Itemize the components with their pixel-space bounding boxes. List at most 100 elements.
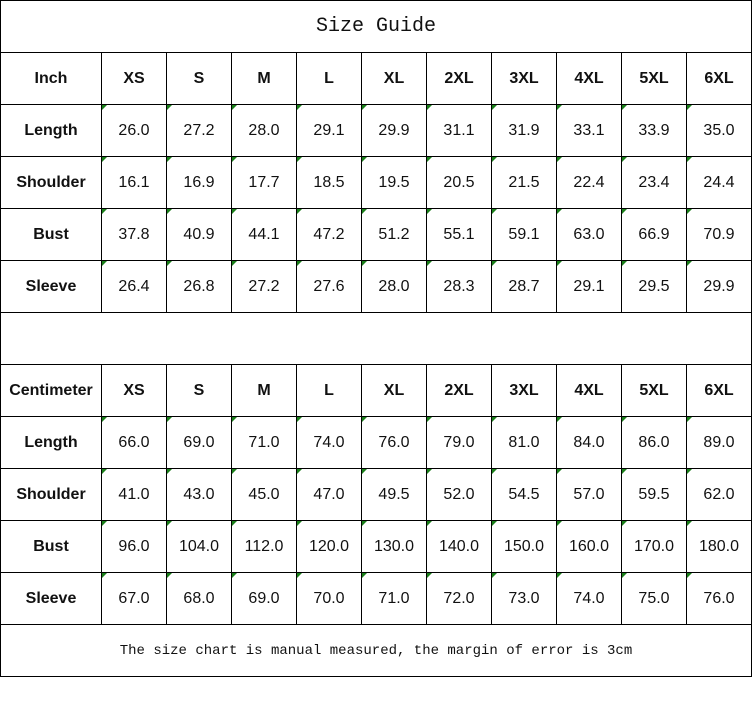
size-header-6xl: 6XL xyxy=(686,52,752,105)
measurement-value: 120.0 xyxy=(296,520,362,573)
measurement-value: 112.0 xyxy=(231,520,297,573)
measurement-value: 70.9 xyxy=(686,208,752,261)
size-header-5xl: 5XL xyxy=(621,364,687,417)
measurement-value: 29.1 xyxy=(556,260,622,313)
measurement-value: 71.0 xyxy=(361,572,427,625)
measurement-value: 68.0 xyxy=(166,572,232,625)
measurement-value: 74.0 xyxy=(296,416,362,469)
measurement-value: 26.0 xyxy=(101,104,167,157)
measurement-value: 43.0 xyxy=(166,468,232,521)
measurement-value: 104.0 xyxy=(166,520,232,573)
measurement-label-sleeve: Sleeve xyxy=(0,260,102,313)
measurement-value: 29.9 xyxy=(686,260,752,313)
size-header-l: L xyxy=(296,364,362,417)
measurement-value: 69.0 xyxy=(166,416,232,469)
measurement-value: 86.0 xyxy=(621,416,687,469)
size-header-l: L xyxy=(296,52,362,105)
size-header-m: M xyxy=(231,52,297,105)
measurement-value: 27.2 xyxy=(166,104,232,157)
measurement-value: 23.4 xyxy=(621,156,687,209)
measurement-value: 79.0 xyxy=(426,416,492,469)
size-header-4xl: 4XL xyxy=(556,364,622,417)
measurement-value: 63.0 xyxy=(556,208,622,261)
size-header-xl: XL xyxy=(361,52,427,105)
spacer-row xyxy=(0,312,752,365)
cm-unit-label: Centimeter xyxy=(0,364,102,417)
size-header-3xl: 3XL xyxy=(491,52,557,105)
measurement-label-length: Length xyxy=(0,104,102,157)
measurement-value: 150.0 xyxy=(491,520,557,573)
measurement-value: 16.1 xyxy=(101,156,167,209)
measurement-value: 35.0 xyxy=(686,104,752,157)
measurement-value: 74.0 xyxy=(556,572,622,625)
measurement-value: 20.5 xyxy=(426,156,492,209)
measurement-value: 47.2 xyxy=(296,208,362,261)
measurement-value: 26.8 xyxy=(166,260,232,313)
measurement-value: 28.0 xyxy=(361,260,427,313)
size-header-xs: XS xyxy=(101,364,167,417)
measurement-value: 73.0 xyxy=(491,572,557,625)
size-header-5xl: 5XL xyxy=(621,52,687,105)
measurement-label-shoulder: Shoulder xyxy=(0,156,102,209)
measurement-label-shoulder: Shoulder xyxy=(0,468,102,521)
measurement-value: 55.1 xyxy=(426,208,492,261)
measurement-value: 40.9 xyxy=(166,208,232,261)
measurement-value: 44.1 xyxy=(231,208,297,261)
measurement-value: 17.7 xyxy=(231,156,297,209)
measurement-value: 76.0 xyxy=(686,572,752,625)
measurement-value: 19.5 xyxy=(361,156,427,209)
measurement-value: 67.0 xyxy=(101,572,167,625)
measurement-value: 180.0 xyxy=(686,520,752,573)
measurement-value: 29.5 xyxy=(621,260,687,313)
size-header-6xl: 6XL xyxy=(686,364,752,417)
measurement-value: 21.5 xyxy=(491,156,557,209)
measurement-value: 28.7 xyxy=(491,260,557,313)
measurement-value: 59.5 xyxy=(621,468,687,521)
measurement-value: 81.0 xyxy=(491,416,557,469)
measurement-value: 33.1 xyxy=(556,104,622,157)
measurement-value: 47.0 xyxy=(296,468,362,521)
inch-unit-label: Inch xyxy=(0,52,102,105)
measurement-value: 89.0 xyxy=(686,416,752,469)
size-header-4xl: 4XL xyxy=(556,52,622,105)
size-header-s: S xyxy=(166,52,232,105)
measurement-value: 57.0 xyxy=(556,468,622,521)
size-header-2xl: 2XL xyxy=(426,364,492,417)
measurement-value: 96.0 xyxy=(101,520,167,573)
size-header-3xl: 3XL xyxy=(491,364,557,417)
measurement-value: 75.0 xyxy=(621,572,687,625)
measurement-label-bust: Bust xyxy=(0,208,102,261)
measurement-value: 41.0 xyxy=(101,468,167,521)
measurement-value: 72.0 xyxy=(426,572,492,625)
table-title: Size Guide xyxy=(0,0,752,53)
size-header-s: S xyxy=(166,364,232,417)
measurement-value: 84.0 xyxy=(556,416,622,469)
measurement-value: 70.0 xyxy=(296,572,362,625)
measurement-value: 66.9 xyxy=(621,208,687,261)
measurement-value: 170.0 xyxy=(621,520,687,573)
size-header-xl: XL xyxy=(361,364,427,417)
measurement-value: 45.0 xyxy=(231,468,297,521)
measurement-value: 31.9 xyxy=(491,104,557,157)
measurement-value: 54.5 xyxy=(491,468,557,521)
measurement-value: 27.2 xyxy=(231,260,297,313)
measurement-value: 28.0 xyxy=(231,104,297,157)
measurement-value: 62.0 xyxy=(686,468,752,521)
measurement-value: 69.0 xyxy=(231,572,297,625)
measurement-label-sleeve: Sleeve xyxy=(0,572,102,625)
measurement-value: 31.1 xyxy=(426,104,492,157)
measurement-value: 140.0 xyxy=(426,520,492,573)
measurement-value: 37.8 xyxy=(101,208,167,261)
size-header-xs: XS xyxy=(101,52,167,105)
size-header-m: M xyxy=(231,364,297,417)
size-guide-table: Size Guide Inch XS S M L XL 2XL 3XL 4XL 5XL 6XL Leng… xyxy=(0,0,752,677)
measurement-label-bust: Bust xyxy=(0,520,102,573)
measurement-value: 59.1 xyxy=(491,208,557,261)
measurement-value: 71.0 xyxy=(231,416,297,469)
measurement-value: 66.0 xyxy=(101,416,167,469)
measurement-value: 24.4 xyxy=(686,156,752,209)
measurement-value: 51.2 xyxy=(361,208,427,261)
measurement-value: 16.9 xyxy=(166,156,232,209)
measurement-value: 26.4 xyxy=(101,260,167,313)
measurement-value: 29.9 xyxy=(361,104,427,157)
